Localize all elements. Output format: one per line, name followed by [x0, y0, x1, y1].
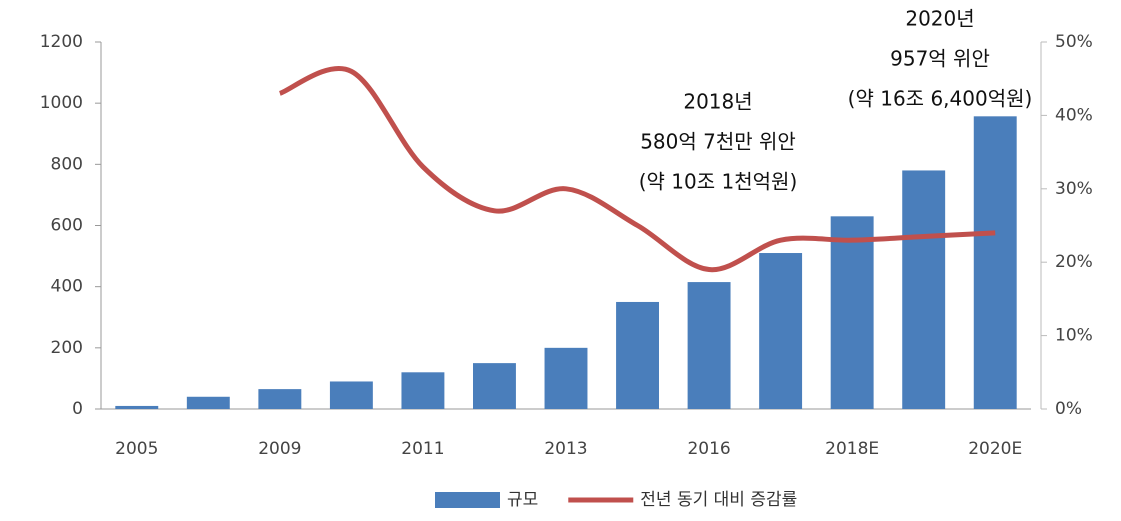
legend-label: 규모 — [507, 490, 538, 510]
bar — [687, 282, 731, 409]
annotation: 957억 위안 — [890, 47, 990, 71]
legend-label: 전년 동기 대비 증감률 — [640, 490, 797, 510]
y2-tick-label: 40% — [1055, 105, 1093, 125]
x-tick-label: 2020E — [968, 439, 1022, 459]
bar — [473, 363, 516, 409]
annotation: (약 10조 1천억원) — [639, 170, 798, 194]
annotation: 2018년 — [683, 90, 752, 114]
bar — [973, 116, 1017, 409]
y-tick-label: 0 — [72, 399, 83, 419]
bar — [401, 372, 445, 409]
bar — [544, 347, 588, 409]
bar — [258, 389, 302, 409]
y2-tick-label: 20% — [1055, 252, 1093, 272]
line — [278, 66, 996, 273]
x-tick-label: 2009 — [258, 439, 301, 459]
annotation: 580억 7천만 위안 — [640, 130, 796, 154]
x-tick-label: 2011 — [401, 439, 444, 459]
bar — [902, 170, 946, 409]
y2-tick-label: 0% — [1055, 399, 1082, 419]
bar — [115, 405, 159, 409]
y-tick-label: 200 — [51, 338, 83, 358]
y-tick-label: 600 — [51, 216, 83, 236]
x-tick-label: 2005 — [115, 439, 158, 459]
annotation: 2020년 — [905, 7, 974, 31]
x-tick-label: 2018E — [825, 439, 879, 459]
bar — [759, 253, 803, 409]
bar — [830, 216, 874, 409]
x-tick-label: 2013 — [544, 439, 587, 459]
annotation: (약 16조 6,400억원) — [848, 87, 1033, 111]
legend-swatch — [435, 492, 500, 508]
bar — [186, 396, 230, 409]
y2-tick-label: 50% — [1055, 32, 1093, 52]
y-tick-label: 800 — [51, 154, 83, 174]
y2-tick-label: 10% — [1055, 326, 1093, 346]
bar — [329, 381, 373, 409]
y-tick-label: 1200 — [40, 32, 83, 52]
y2-tick-label: 30% — [1055, 179, 1093, 199]
bar — [616, 301, 659, 409]
x-tick-label: 2016 — [687, 439, 730, 459]
y-tick-label: 400 — [51, 277, 83, 297]
y-tick-label: 1000 — [40, 93, 83, 113]
